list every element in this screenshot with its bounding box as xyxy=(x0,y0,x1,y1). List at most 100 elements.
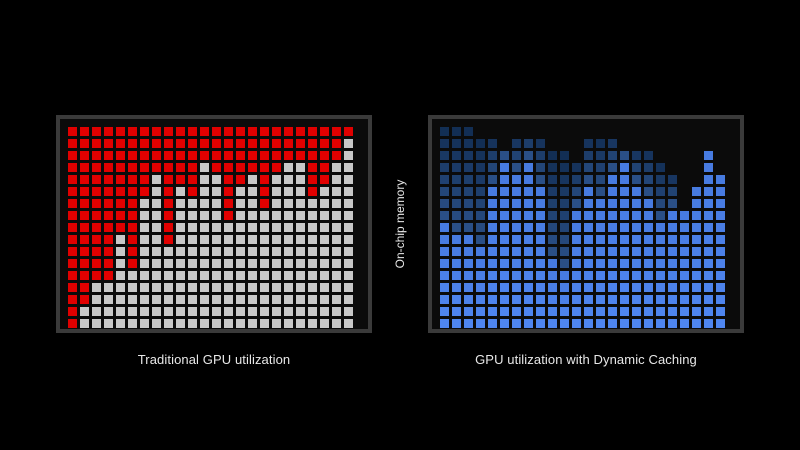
active-cell xyxy=(500,163,509,172)
idle-cell xyxy=(596,175,605,184)
unused-cell xyxy=(92,283,101,292)
allocated-cell xyxy=(332,127,341,136)
unused-cell xyxy=(212,283,221,292)
unused-cell xyxy=(92,295,101,304)
allocated-cell xyxy=(224,163,233,172)
allocated-cell xyxy=(236,163,245,172)
unused-cell xyxy=(236,211,245,220)
active-cell xyxy=(716,211,725,220)
idle-cell xyxy=(476,211,485,220)
idle-cell xyxy=(560,259,569,268)
idle-cell xyxy=(572,187,581,196)
unused-cell xyxy=(176,319,185,328)
unused-cell xyxy=(152,199,161,208)
unused-cell xyxy=(284,259,293,268)
allocated-cell xyxy=(140,187,149,196)
active-cell xyxy=(644,211,653,220)
active-cell xyxy=(536,271,545,280)
allocated-cell xyxy=(80,235,89,244)
idle-cell xyxy=(644,187,653,196)
unused-cell xyxy=(152,307,161,316)
unused-cell xyxy=(296,319,305,328)
active-cell xyxy=(512,283,521,292)
allocated-cell xyxy=(104,223,113,232)
active-cell xyxy=(500,271,509,280)
active-cell xyxy=(548,295,557,304)
allocated-cell xyxy=(68,187,77,196)
unused-cell xyxy=(284,211,293,220)
unused-cell xyxy=(152,247,161,256)
allocated-cell xyxy=(308,175,317,184)
allocated-cell xyxy=(164,127,173,136)
allocated-cell xyxy=(152,127,161,136)
unused-cell xyxy=(344,163,353,172)
unused-cell xyxy=(332,175,341,184)
allocated-cell xyxy=(248,139,257,148)
unused-cell xyxy=(296,211,305,220)
idle-cell xyxy=(644,151,653,160)
allocated-cell xyxy=(128,163,137,172)
active-cell xyxy=(464,307,473,316)
active-cell xyxy=(536,199,545,208)
active-cell xyxy=(476,247,485,256)
active-cell xyxy=(524,319,533,328)
allocated-cell xyxy=(212,139,221,148)
allocated-cell xyxy=(92,247,101,256)
idle-cell xyxy=(488,175,497,184)
unused-cell xyxy=(200,187,209,196)
active-cell xyxy=(704,187,713,196)
allocated-cell xyxy=(80,271,89,280)
unused-cell xyxy=(248,307,257,316)
active-cell xyxy=(500,235,509,244)
active-cell xyxy=(512,319,521,328)
allocated-cell xyxy=(104,211,113,220)
idle-cell xyxy=(452,127,461,136)
unused-cell xyxy=(104,295,113,304)
unused-cell xyxy=(344,307,353,316)
allocated-cell xyxy=(116,199,125,208)
unused-cell xyxy=(212,247,221,256)
active-cell xyxy=(596,247,605,256)
active-cell xyxy=(560,271,569,280)
unused-cell xyxy=(104,307,113,316)
allocated-cell xyxy=(188,139,197,148)
active-cell xyxy=(500,175,509,184)
active-cell xyxy=(692,199,701,208)
idle-cell xyxy=(536,163,545,172)
active-cell xyxy=(500,295,509,304)
allocated-cell xyxy=(332,139,341,148)
allocated-cell xyxy=(224,139,233,148)
unused-cell xyxy=(152,319,161,328)
idle-cell xyxy=(452,199,461,208)
unused-cell xyxy=(332,307,341,316)
unused-cell xyxy=(272,307,281,316)
unused-cell xyxy=(200,211,209,220)
active-cell xyxy=(716,223,725,232)
active-cell xyxy=(488,271,497,280)
unused-cell xyxy=(200,175,209,184)
allocated-cell xyxy=(68,283,77,292)
unused-cell xyxy=(248,199,257,208)
unused-cell xyxy=(140,295,149,304)
unused-cell xyxy=(152,211,161,220)
idle-cell xyxy=(548,211,557,220)
unused-cell xyxy=(116,235,125,244)
allocated-cell xyxy=(104,187,113,196)
idle-cell xyxy=(608,151,617,160)
unused-cell xyxy=(296,187,305,196)
idle-cell xyxy=(620,151,629,160)
unused-cell xyxy=(200,271,209,280)
active-cell xyxy=(584,235,593,244)
allocated-cell xyxy=(332,151,341,160)
active-cell xyxy=(632,211,641,220)
unused-cell xyxy=(296,247,305,256)
allocated-cell xyxy=(92,211,101,220)
active-cell xyxy=(536,223,545,232)
allocated-cell xyxy=(104,271,113,280)
unused-cell xyxy=(152,271,161,280)
active-cell xyxy=(584,271,593,280)
active-cell xyxy=(572,295,581,304)
unused-cell xyxy=(140,235,149,244)
allocated-cell xyxy=(152,163,161,172)
unused-cell xyxy=(152,223,161,232)
